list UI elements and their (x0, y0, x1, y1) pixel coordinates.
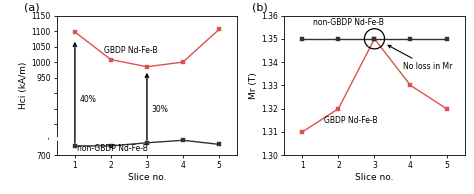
Text: non-GBDP Nd-Fe-B: non-GBDP Nd-Fe-B (77, 145, 147, 153)
Text: GBDP Nd-Fe-B: GBDP Nd-Fe-B (324, 116, 377, 125)
Y-axis label: Hci (kA/m): Hci (kA/m) (19, 62, 28, 109)
Text: No loss in Mr: No loss in Mr (388, 45, 453, 71)
Text: non-GBDP Nd-Fe-B: non-GBDP Nd-Fe-B (313, 18, 384, 27)
Text: (b): (b) (252, 3, 268, 13)
Text: 40%: 40% (79, 95, 96, 104)
Text: GBDP Nd-Fe-B: GBDP Nd-Fe-B (104, 46, 157, 55)
X-axis label: Slice no.: Slice no. (128, 173, 166, 182)
Y-axis label: Mr (T): Mr (T) (249, 72, 258, 99)
Text: (a): (a) (25, 3, 40, 13)
Text: 30%: 30% (151, 105, 168, 114)
X-axis label: Slice no.: Slice no. (355, 173, 394, 182)
